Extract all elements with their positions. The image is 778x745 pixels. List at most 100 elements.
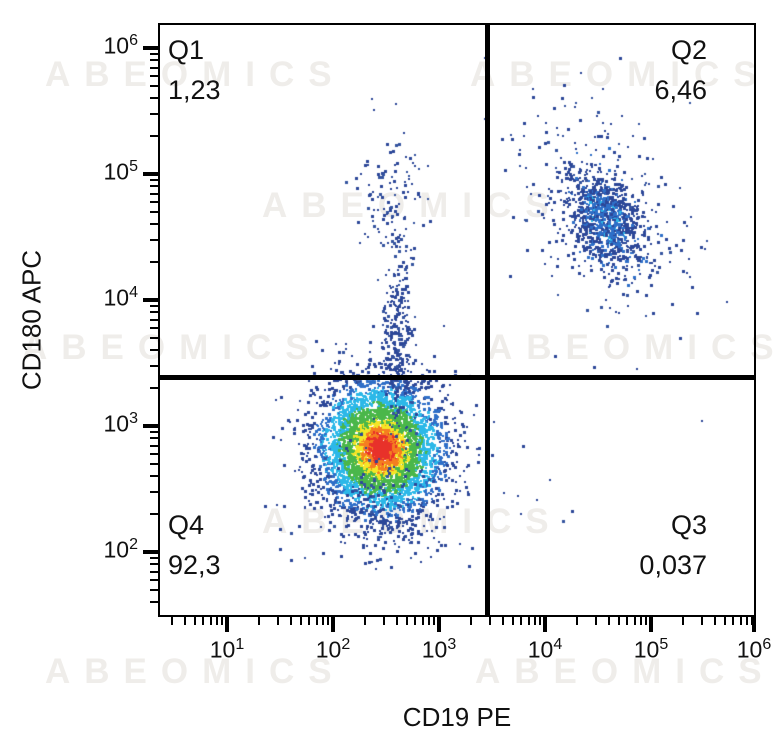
x-axis-minor-tick bbox=[732, 617, 735, 625]
x-axis-minor-tick bbox=[215, 617, 218, 625]
x-axis-minor-tick bbox=[618, 617, 621, 625]
x-axis-minor-tick bbox=[183, 617, 186, 625]
y-axis-tick-label: 106 bbox=[103, 32, 139, 59]
x-axis-minor-tick bbox=[539, 617, 542, 625]
x-axis-minor-tick bbox=[501, 617, 504, 625]
y-axis-minor-tick bbox=[150, 192, 158, 195]
y-axis-minor-tick bbox=[150, 601, 158, 604]
y-axis-minor-tick bbox=[150, 318, 158, 321]
x-axis-minor-tick bbox=[276, 617, 279, 625]
y-axis-minor-tick bbox=[150, 430, 158, 433]
x-axis-minor-tick bbox=[300, 617, 303, 625]
y-axis-minor-tick bbox=[150, 112, 158, 115]
y-axis-minor-tick bbox=[150, 578, 158, 581]
y-axis-major-tick bbox=[143, 172, 158, 176]
y-axis-minor-tick bbox=[150, 238, 158, 241]
watermark-text: ABEOMICS bbox=[475, 652, 776, 691]
x-axis-minor-tick bbox=[520, 617, 523, 625]
x-axis-minor-tick bbox=[427, 617, 430, 625]
y-axis-major-tick bbox=[143, 46, 158, 50]
quadrant-label-q2: Q2 6,46 bbox=[654, 30, 707, 110]
y-axis-major-tick bbox=[143, 298, 158, 302]
y-axis-minor-tick bbox=[150, 84, 158, 87]
x-axis-major-tick bbox=[649, 617, 653, 632]
y-axis-minor-tick bbox=[150, 570, 158, 573]
x-axis-minor-tick bbox=[681, 617, 684, 625]
y-axis-minor-tick bbox=[150, 223, 158, 226]
y-axis-minor-tick bbox=[150, 475, 158, 478]
x-axis-major-tick bbox=[225, 617, 229, 632]
y-axis-minor-tick bbox=[150, 74, 158, 77]
y-axis-minor-tick bbox=[150, 387, 158, 390]
x-axis-minor-tick bbox=[527, 617, 530, 625]
y-axis-minor-tick bbox=[150, 66, 158, 69]
x-axis-minor-tick bbox=[469, 617, 472, 625]
plot-area: Q1 1,23 Q2 6,46 Q3 0,037 Q4 92,3 bbox=[158, 23, 756, 617]
x-axis-minor-tick bbox=[739, 617, 742, 625]
x-axis-minor-tick bbox=[639, 617, 642, 625]
y-axis-minor-tick bbox=[150, 135, 158, 138]
x-axis-tick-label: 106 bbox=[736, 636, 772, 663]
x-axis-major-tick bbox=[543, 617, 547, 632]
y-axis-minor-tick bbox=[150, 563, 158, 566]
x-axis-minor-tick bbox=[209, 617, 212, 625]
x-axis-title: CD19 PE bbox=[402, 702, 512, 732]
q4-name: Q4 bbox=[168, 510, 205, 540]
y-axis-minor-tick bbox=[150, 364, 158, 367]
y-axis-tick-label: 102 bbox=[103, 536, 139, 563]
quadrant-gate-vertical-line bbox=[484, 23, 490, 617]
y-axis-minor-tick bbox=[150, 556, 158, 559]
q4-percent: 92,3 bbox=[168, 550, 221, 580]
quadrant-gate-horizontal-line bbox=[158, 374, 756, 380]
x-axis-minor-tick bbox=[594, 617, 597, 625]
x-axis-minor-tick bbox=[745, 617, 748, 625]
x-axis-major-tick bbox=[437, 617, 441, 632]
y-axis-minor-tick bbox=[150, 178, 158, 181]
x-axis-minor-tick bbox=[321, 617, 324, 625]
x-axis-minor-tick bbox=[194, 617, 197, 625]
y-axis-minor-tick bbox=[150, 200, 158, 203]
x-axis-minor-tick bbox=[382, 617, 385, 625]
x-axis-minor-tick bbox=[257, 617, 260, 625]
x-axis-minor-tick bbox=[607, 617, 610, 625]
x-axis-minor-tick bbox=[751, 617, 754, 625]
x-axis-minor-tick bbox=[421, 617, 424, 625]
y-axis-minor-tick bbox=[150, 210, 158, 213]
q2-name: Q2 bbox=[670, 35, 707, 65]
x-axis-minor-tick bbox=[724, 617, 727, 625]
quadrant-label-q3: Q3 0,037 bbox=[639, 505, 707, 585]
y-axis-minor-tick bbox=[150, 444, 158, 447]
x-axis-minor-tick bbox=[395, 617, 398, 625]
y-axis-minor-tick bbox=[150, 513, 158, 516]
x-axis-minor-tick bbox=[315, 617, 318, 625]
x-axis-minor-tick bbox=[170, 617, 173, 625]
y-axis-minor-tick bbox=[150, 349, 158, 352]
x-axis-tick-label: 104 bbox=[527, 636, 563, 663]
q3-percent: 0,037 bbox=[639, 550, 707, 580]
y-axis-minor-tick bbox=[150, 261, 158, 264]
x-axis-tick-label: 103 bbox=[421, 636, 457, 663]
x-axis-minor-tick bbox=[700, 617, 703, 625]
y-axis-minor-tick bbox=[150, 59, 158, 62]
y-axis-minor-tick bbox=[150, 304, 158, 307]
x-axis-minor-tick bbox=[626, 617, 629, 625]
y-axis-title: CD180 APC bbox=[16, 249, 47, 391]
x-axis-minor-tick bbox=[433, 617, 436, 625]
x-axis-minor-tick bbox=[327, 617, 330, 625]
x-axis-minor-tick bbox=[633, 617, 636, 625]
y-axis-minor-tick bbox=[150, 336, 158, 339]
y-axis-minor-tick bbox=[150, 326, 158, 329]
y-axis-tick-label: 105 bbox=[103, 158, 139, 185]
x-axis-minor-tick bbox=[414, 617, 417, 625]
x-axis-major-tick bbox=[331, 617, 335, 632]
y-axis-minor-tick bbox=[150, 185, 158, 188]
x-axis-major-tick bbox=[752, 617, 756, 632]
x-axis-minor-tick bbox=[406, 617, 409, 625]
y-axis-minor-tick bbox=[150, 490, 158, 493]
y-axis-tick-label: 104 bbox=[103, 284, 139, 311]
x-axis-minor-tick bbox=[221, 617, 224, 625]
x-axis-tick-label: 102 bbox=[315, 636, 351, 663]
x-axis-tick-label: 105 bbox=[633, 636, 669, 663]
x-axis-minor-tick bbox=[202, 617, 205, 625]
x-axis-minor-tick bbox=[308, 617, 311, 625]
